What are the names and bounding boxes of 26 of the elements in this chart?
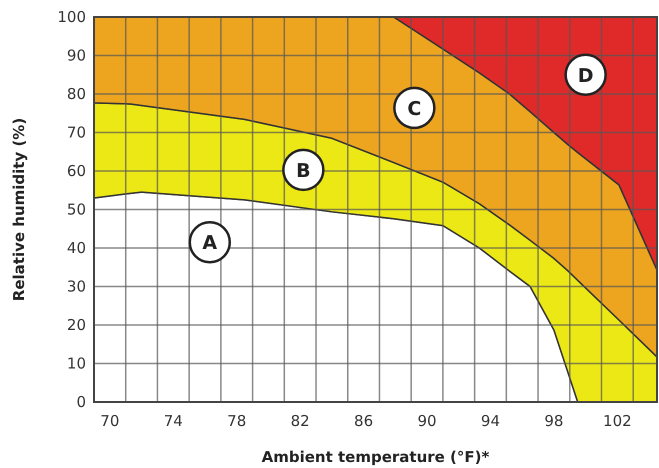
y-tick-label: 30 (66, 278, 86, 296)
x-tick-label: 86 (354, 412, 374, 430)
y-tick-label: 20 (66, 316, 86, 334)
y-tick-label: 10 (66, 354, 86, 372)
y-tick-label: 40 (66, 239, 86, 257)
y-tick-label: 60 (66, 162, 86, 180)
x-tick-label: 78 (227, 412, 246, 430)
y-tick-label: 50 (66, 200, 86, 218)
y-tick-label: 100 (57, 8, 86, 26)
y-tick-label: 80 (66, 85, 86, 103)
y-tick-label: 90 (66, 46, 86, 64)
y-tick-label: 70 (66, 124, 86, 142)
annotation: C (407, 98, 422, 120)
x-tick-label: 90 (417, 412, 437, 430)
x-tick-label: 74 (164, 412, 183, 430)
y-tick-label: 0 (76, 393, 86, 411)
y-axis-title: Relative humidity (%) (10, 118, 28, 302)
x-axis-title: Ambient temperature (°F)* (262, 448, 490, 466)
x-tick-label: 102 (603, 412, 632, 430)
x-tick-label: 94 (480, 412, 500, 430)
annotation: A (202, 232, 218, 254)
annotation: B (296, 160, 311, 182)
x-tick-label: 98 (544, 412, 564, 430)
x-tick-label: 82 (290, 412, 310, 430)
x-tick-label: 70 (100, 412, 120, 430)
annotation: D (578, 64, 594, 87)
